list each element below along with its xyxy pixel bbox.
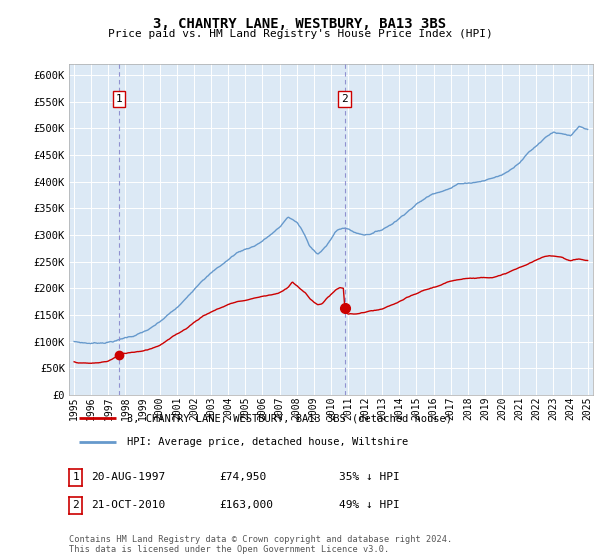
Text: 2: 2 <box>72 500 79 510</box>
Text: 3, CHANTRY LANE, WESTBURY, BA13 3BS (detached house): 3, CHANTRY LANE, WESTBURY, BA13 3BS (det… <box>127 413 452 423</box>
Text: 35% ↓ HPI: 35% ↓ HPI <box>339 472 400 482</box>
Text: Contains HM Land Registry data © Crown copyright and database right 2024.
This d: Contains HM Land Registry data © Crown c… <box>69 535 452 554</box>
Text: 1: 1 <box>116 94 122 104</box>
Text: 20-AUG-1997: 20-AUG-1997 <box>91 472 166 482</box>
Text: Price paid vs. HM Land Registry's House Price Index (HPI): Price paid vs. HM Land Registry's House … <box>107 29 493 39</box>
Text: £163,000: £163,000 <box>219 500 273 510</box>
Text: 49% ↓ HPI: 49% ↓ HPI <box>339 500 400 510</box>
Text: 21-OCT-2010: 21-OCT-2010 <box>91 500 166 510</box>
Text: 1: 1 <box>72 472 79 482</box>
Text: 3, CHANTRY LANE, WESTBURY, BA13 3BS: 3, CHANTRY LANE, WESTBURY, BA13 3BS <box>154 17 446 31</box>
Text: HPI: Average price, detached house, Wiltshire: HPI: Average price, detached house, Wilt… <box>127 437 408 447</box>
Text: 2: 2 <box>341 94 348 104</box>
Text: £74,950: £74,950 <box>219 472 266 482</box>
